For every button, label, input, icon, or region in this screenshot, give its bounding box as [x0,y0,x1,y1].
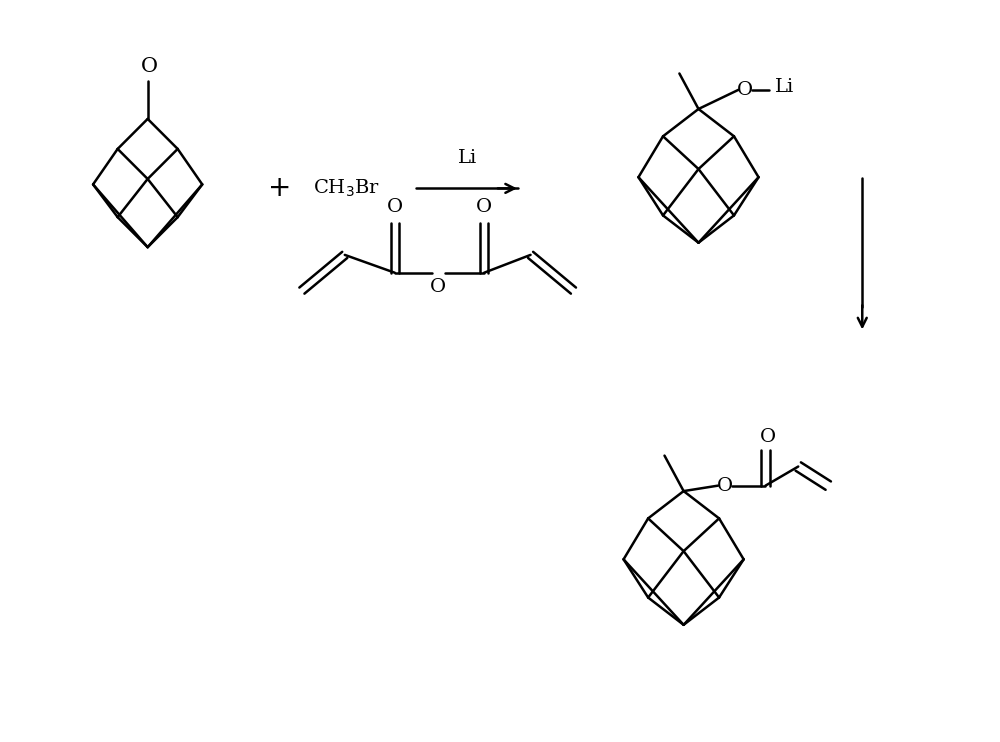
Text: O: O [141,57,158,76]
Text: Li: Li [775,78,794,96]
Text: Li: Li [458,148,477,166]
Text: O: O [737,81,753,99]
Text: O: O [716,476,733,495]
Text: O: O [387,197,403,216]
Text: O: O [759,428,776,446]
Text: O: O [430,278,446,297]
Text: O: O [476,197,492,216]
Text: CH$_3$Br: CH$_3$Br [313,178,380,199]
Text: +: + [268,174,291,203]
